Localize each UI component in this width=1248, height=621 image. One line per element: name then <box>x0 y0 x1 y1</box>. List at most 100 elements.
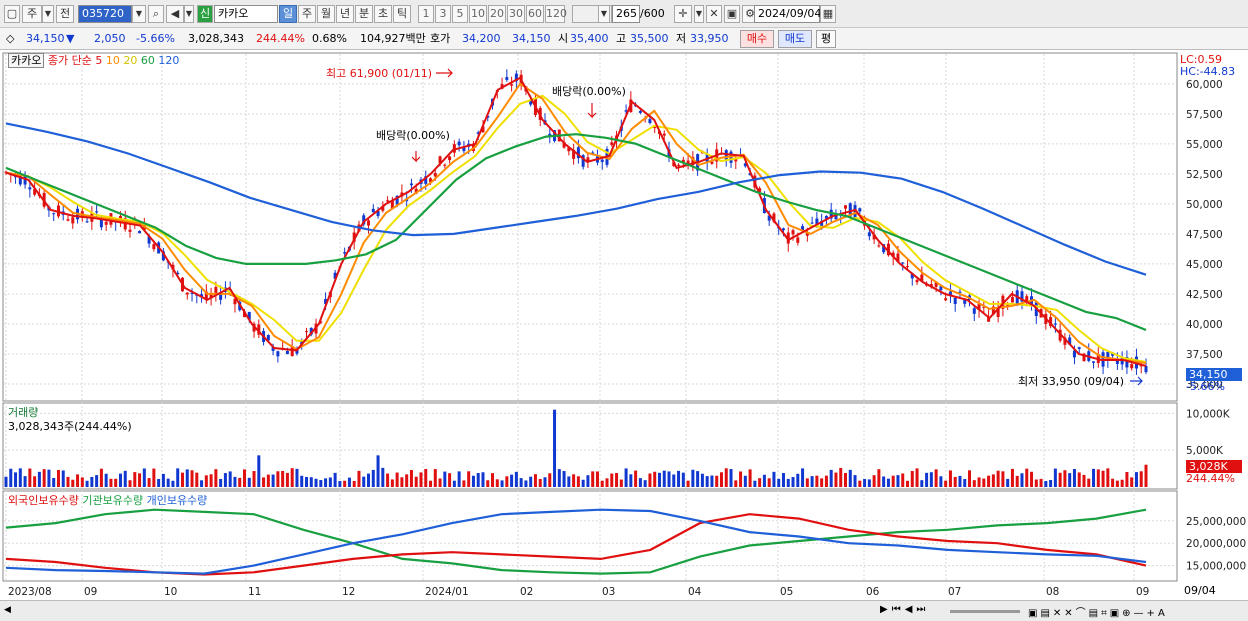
chevron-down-icon[interactable]: ▼ <box>42 5 54 23</box>
volume-bar <box>166 478 170 487</box>
crosshair-icon[interactable]: ✛ <box>674 5 692 23</box>
candle-body <box>576 147 580 159</box>
chart-area[interactable]: 60,000 57,500 55,000 52,500 50,000 47,500 45,0… <box>0 51 1248 621</box>
interval-3[interactable]: 3 <box>435 5 451 23</box>
scroll-left-icon[interactable]: ◀ <box>4 605 11 615</box>
legend-stock[interactable]: 카카오 <box>8 53 45 68</box>
zoom-slider[interactable] <box>950 610 1020 613</box>
volume-bar <box>1115 480 1119 487</box>
interval-10[interactable]: 10 <box>469 5 487 23</box>
volume-bar <box>624 468 628 487</box>
period-1[interactable]: 주 <box>298 5 316 23</box>
candle-body <box>853 205 857 218</box>
period-2[interactable]: 월 <box>317 5 335 23</box>
volume-bar <box>1106 468 1110 487</box>
individual-line <box>5 508 1147 575</box>
volume-bar <box>815 475 819 487</box>
candle-body <box>152 244 156 250</box>
candle-body <box>367 220 371 226</box>
period-3[interactable]: 년 <box>336 5 354 23</box>
interval-5[interactable]: 5 <box>452 5 468 23</box>
candle-body <box>939 286 943 291</box>
interval-30[interactable]: 30 <box>507 5 525 23</box>
volume-bar <box>581 479 585 487</box>
candle-body <box>691 157 695 166</box>
volume-bar <box>548 473 552 487</box>
candle-body <box>266 335 270 341</box>
sell-button[interactable]: 매도 <box>778 30 812 48</box>
legend-ma-label: 종가 단순 <box>47 54 92 67</box>
low-price: 33,950 <box>690 32 729 45</box>
volume-bar <box>805 478 809 487</box>
high-arrow <box>436 68 453 78</box>
volume-title[interactable]: 거래량 <box>8 406 39 419</box>
buy-button[interactable]: 매수 <box>740 30 774 48</box>
calendar-icon[interactable]: ▦ <box>820 5 836 23</box>
period-4[interactable]: 분 <box>355 5 373 23</box>
market-type-select[interactable]: 주 <box>22 5 42 23</box>
scope-button[interactable]: 전 <box>56 5 74 23</box>
candle-body <box>66 219 70 221</box>
period-5[interactable]: 초 <box>374 5 392 23</box>
speaker-dropdown-icon[interactable]: ▼ <box>184 5 194 23</box>
volume-bar <box>233 476 237 487</box>
candle-body <box>624 110 628 112</box>
playback-controls[interactable]: ▶⏮◀⏭ <box>880 604 930 615</box>
change-amount: 2,050 <box>94 32 126 45</box>
eval-button[interactable]: 평 <box>816 30 836 48</box>
candle-body <box>1025 296 1029 302</box>
chart-tool-icon[interactable]: ✕ <box>706 5 722 23</box>
save-icon[interactable]: ▣ <box>724 5 740 23</box>
volume-bar <box>762 474 766 487</box>
date-input[interactable]: 2024/09/04 <box>754 5 821 23</box>
volume-bar <box>1039 478 1043 487</box>
interval-dropdown-icon[interactable]: ▼ <box>598 5 610 23</box>
volume-bar <box>896 475 900 487</box>
crosshair-dropdown-icon[interactable]: ▼ <box>694 5 704 23</box>
volume-bar <box>147 478 151 487</box>
volume-bar <box>1144 464 1148 487</box>
interval-60[interactable]: 60 <box>526 5 544 23</box>
candle-body <box>300 340 304 345</box>
volume-bar <box>686 480 690 487</box>
legend-foreign[interactable]: 외국인보유수량 <box>8 494 79 507</box>
bottom-scrollbar[interactable]: ◀ ▶⏮◀⏭ ▣▤✕✕⌒▤⌗▣⊕—+A <box>0 600 1248 621</box>
volume-bar <box>1010 468 1014 487</box>
period-0[interactable]: 일 <box>279 5 297 23</box>
candle-body <box>161 251 165 261</box>
code-dropdown-icon[interactable]: ▼ <box>132 5 146 23</box>
volume-value: 3,028,343 <box>188 32 244 45</box>
volume-bar <box>409 469 413 487</box>
x-tick-label: 09 <box>1136 586 1149 598</box>
stock-code-input[interactable]: 035720 <box>78 5 132 23</box>
chart-svg[interactable]: 60,000 57,500 55,000 52,500 50,000 47,500 45,0… <box>0 51 1248 601</box>
candle-body <box>796 237 800 243</box>
interval-120[interactable]: 120 <box>545 5 567 23</box>
volume-bar <box>223 473 227 487</box>
search-icon[interactable]: ⌕ <box>148 5 164 23</box>
refresh-icon[interactable]: ◇ <box>6 32 15 45</box>
window-icon[interactable]: ▢ <box>4 5 20 23</box>
ask-label: 호가 <box>430 32 451 45</box>
volume-bar <box>996 470 1000 487</box>
stock-name-field[interactable]: 카카오 <box>214 5 278 23</box>
legend-individual[interactable]: 개인보유수량 <box>146 494 208 507</box>
volume-bar <box>634 470 638 487</box>
legend-institution[interactable]: 기관보유수량 <box>82 494 144 507</box>
volume-bar <box>533 474 537 487</box>
open-price: 35,400 <box>570 32 609 45</box>
speaker-icon[interactable]: ◀ <box>166 5 184 23</box>
interval-1[interactable]: 1 <box>418 5 434 23</box>
interval-20[interactable]: 20 <box>488 5 506 23</box>
volume-bar <box>1030 471 1034 487</box>
count-input[interactable]: 265 <box>612 5 640 23</box>
volume-bar <box>619 479 623 487</box>
candle-body <box>848 203 852 217</box>
volume-bar <box>648 473 652 487</box>
tool-icons[interactable]: ▣▤✕✕⌒▤⌗▣⊕—+A <box>1028 608 1168 619</box>
candle-body <box>414 188 418 194</box>
volume-bar <box>567 476 571 487</box>
period-6[interactable]: 틱 <box>393 5 411 23</box>
volume-bar <box>562 471 566 487</box>
candle-body <box>1010 296 1014 303</box>
